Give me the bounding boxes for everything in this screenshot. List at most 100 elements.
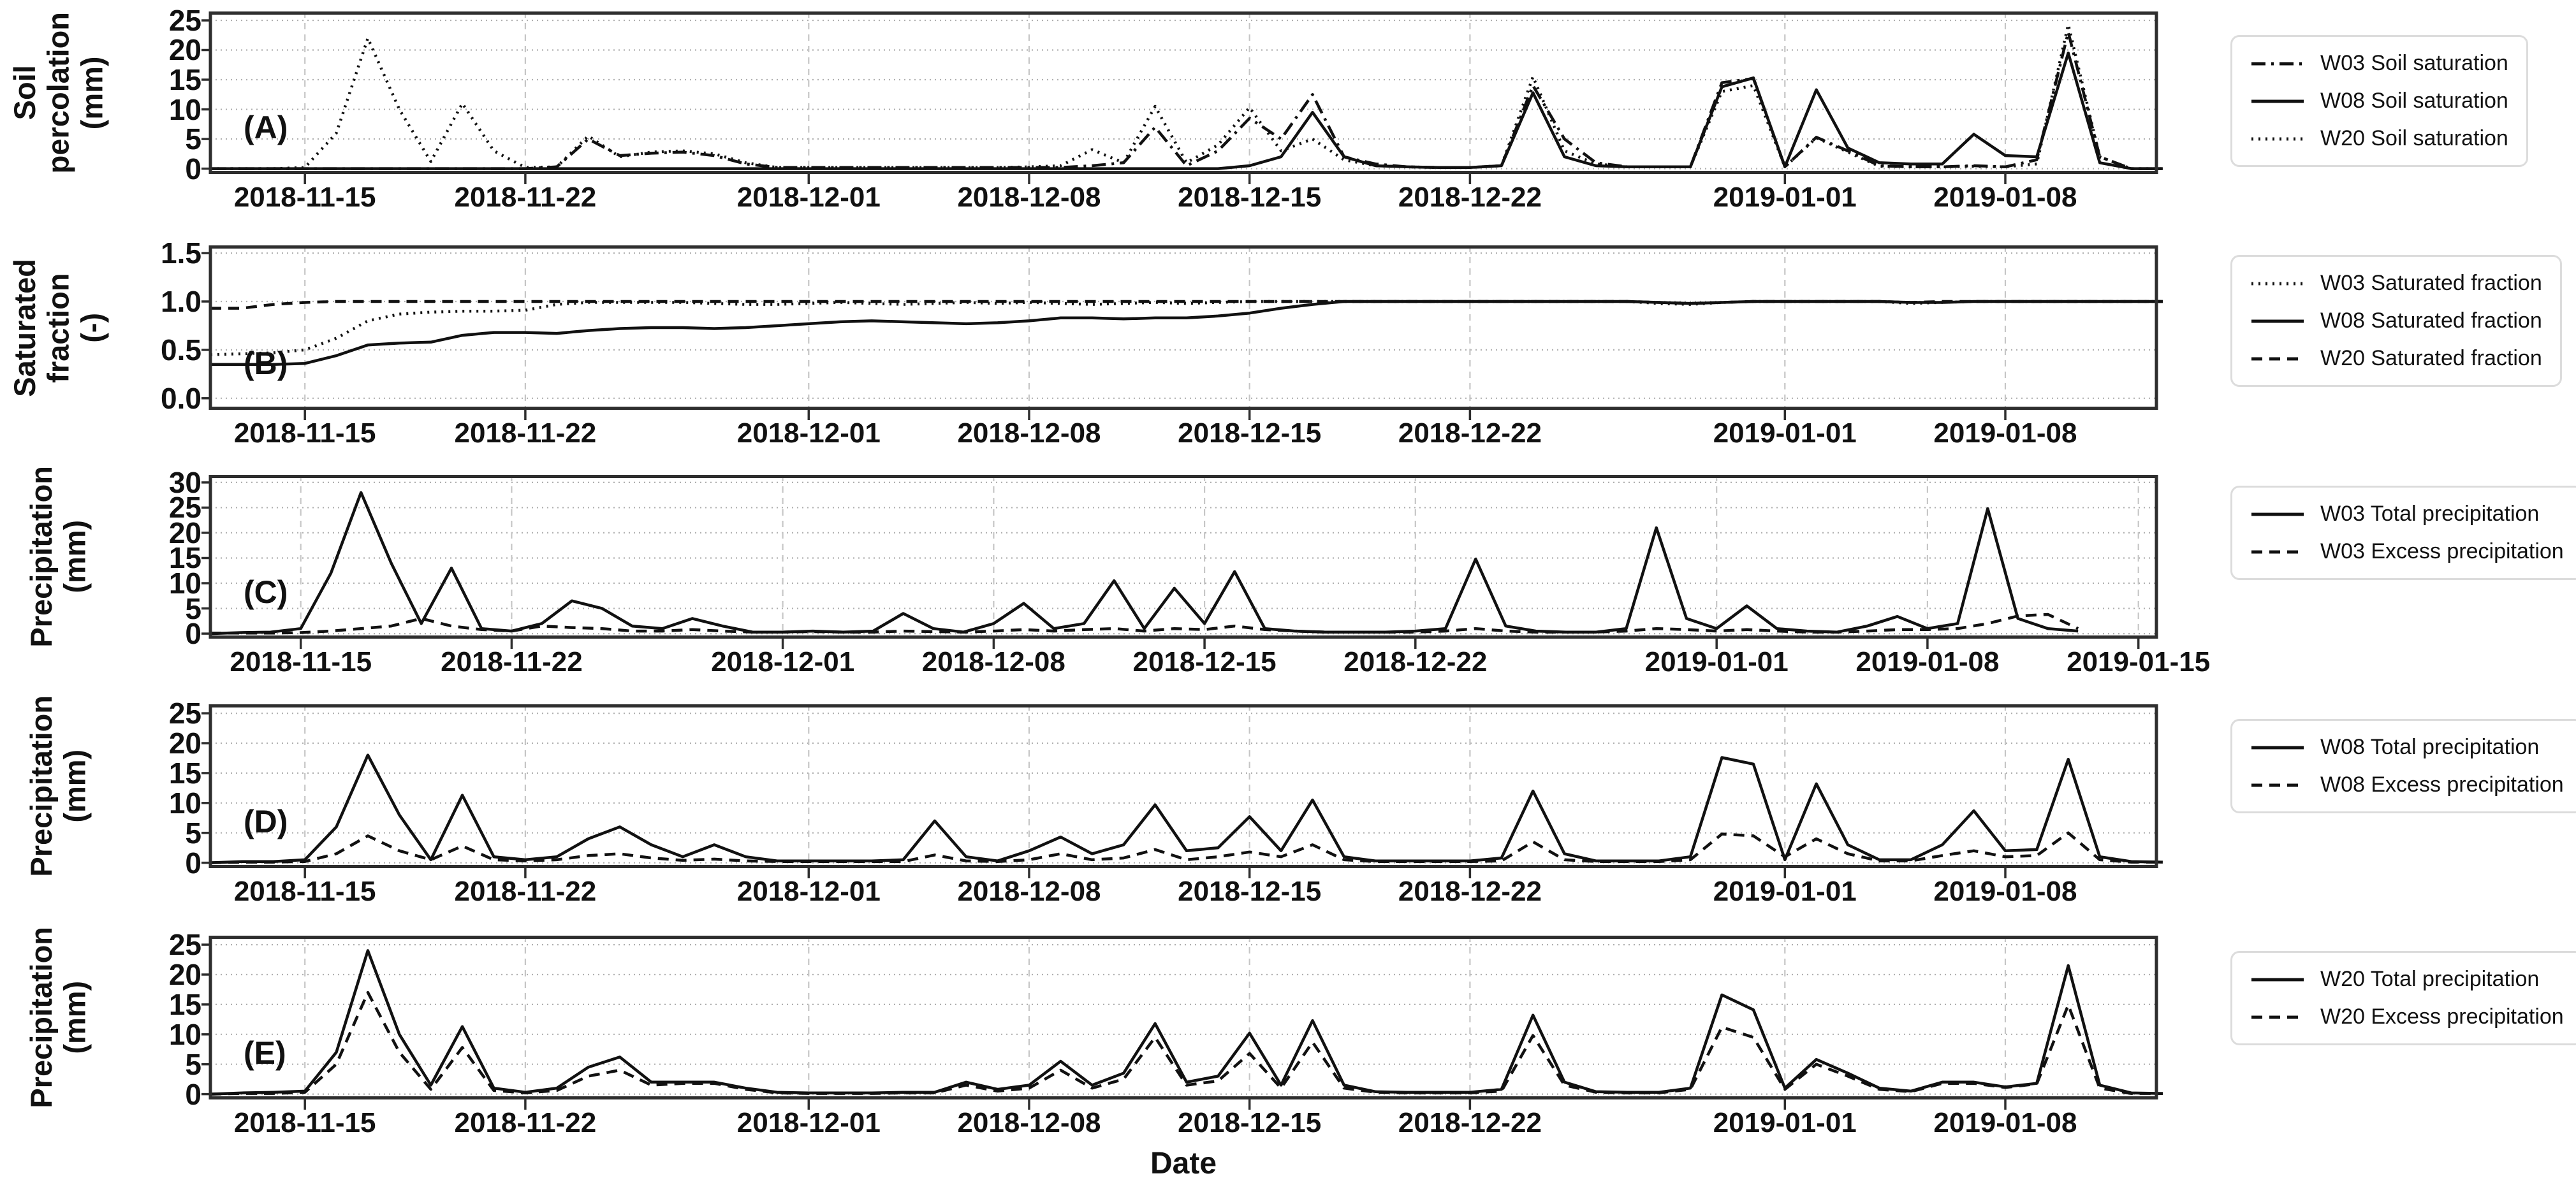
panel-d-y-tick-label: 20 (168, 726, 201, 760)
legend-panel-e: W20 Total precipitation W20 Excess precip… (2230, 951, 2576, 1045)
panel-e-x-tick-label: 2018-12-08 (957, 1107, 1101, 1138)
panel-b-x-tick-label: 2019-01-08 (1933, 417, 2077, 449)
series-line-w03-saturated-fraction (210, 300, 2163, 356)
legend-label: W03 Saturated fraction (2320, 271, 2542, 295)
panel-b-plot (201, 245, 2163, 420)
series-line-w20-total-precipitation (210, 949, 2163, 1096)
legend-label: W08 Total precipitation (2320, 735, 2540, 759)
panel-c-x-tick-label: 2018-12-15 (1132, 646, 1277, 678)
panel-c-y-tick-label: 30 (168, 465, 201, 499)
legend-label: W03 Soil saturation (2320, 51, 2508, 75)
panel-e-y-tick-label: 25 (168, 928, 201, 962)
legend-panel-a: W03 Soil saturation W08 Soil saturation W2… (2230, 35, 2528, 167)
legend-panel-d: W08 Total precipitation W08 Excess precip… (2230, 719, 2576, 813)
legend-label: W08 Saturated fraction (2320, 308, 2542, 333)
panel-d-y-tick-label: 15 (168, 756, 201, 790)
panel-c-x-tick-label: 2018-12-01 (711, 646, 855, 678)
legend-label: W20 Saturated fraction (2320, 346, 2542, 370)
panel-b-x-tick-label: 2018-11-22 (454, 417, 597, 449)
panel-e-x-tick-label: 2018-12-22 (1398, 1107, 1542, 1138)
legend-label: W08 Soil saturation (2320, 89, 2508, 113)
legend-item-w03-excess-precipitation: W03 Excess precipitation (2250, 539, 2564, 564)
panel-c-y-tick-label: 0 (185, 617, 201, 651)
panel-c-x-tick-label: 2019-01-08 (1855, 646, 2000, 678)
panel-d-border (209, 704, 2158, 868)
series-line-w20-excess-precipitation (210, 990, 2163, 1096)
panel-e-y-tick-label: 10 (168, 1017, 201, 1051)
panel-d-x-tick-label: 2018-12-01 (736, 876, 881, 907)
legend-line-sample-dashed (2251, 357, 2304, 360)
panel-c-x-tick-label: 2018-12-22 (1343, 646, 1488, 678)
panel-c-x-tick-label: 2019-01-15 (2067, 646, 2211, 678)
panel-b-label: (B) (244, 345, 288, 381)
panel-c-border (209, 475, 2158, 639)
panel-c-x-tick-label: 2018-12-08 (921, 646, 1065, 678)
panel-a-x-tick-label: 2018-11-22 (454, 182, 597, 213)
panel-d-y-axis-title: Precipitation (mm) (24, 695, 92, 877)
legend-panel-b: W03 Saturated fraction W08 Saturated frac… (2230, 255, 2562, 387)
panel-e-border (209, 936, 2158, 1099)
panel-c-x-tick-label: 2019-01-01 (1644, 646, 1789, 678)
legend-line-sample-solid (2251, 512, 2304, 516)
panel-b-y-axis-title: Saturated fraction (-) (8, 258, 109, 397)
panel-b-x-tick-label: 2018-11-15 (233, 417, 376, 449)
panel-d-y-tick-label: 0 (185, 846, 201, 880)
legend-item-w20-excess-precipitation: W20 Excess precipitation (2250, 1005, 2564, 1029)
legend-label: W08 Excess precipitation (2320, 773, 2564, 797)
legend-label: W03 Excess precipitation (2320, 539, 2564, 563)
panel-e-plot (201, 936, 2163, 1110)
legend-line-sample-solid (2251, 978, 2304, 981)
panel-e-y-tick-label: 15 (168, 987, 201, 1021)
legend-item-w20-saturated-fraction: W20 Saturated fraction (2250, 346, 2542, 371)
legend-label: W20 Soil saturation (2320, 126, 2508, 150)
panel-b-x-tick-label: 2018-12-01 (736, 417, 881, 449)
panel-e-y-tick-label: 0 (185, 1077, 201, 1111)
panel-d-x-tick-label: 2018-11-15 (233, 876, 376, 907)
series-line-w08-total-precipitation (210, 753, 2163, 864)
panel-a-x-tick-label: 2019-01-08 (1933, 182, 2077, 213)
panel-b-x-tick-label: 2019-01-01 (1713, 417, 1857, 449)
panel-a-x-tick-label: 2018-12-08 (957, 182, 1101, 213)
series-line-w20-soil-saturation (210, 23, 2163, 170)
panel-d-label: (D) (244, 804, 288, 839)
legend-item-w20-soil-saturation: W20 Soil saturation (2250, 126, 2508, 151)
panel-d-x-tick-label: 2018-12-15 (1178, 876, 1322, 907)
series-line-w03-soil-saturation (210, 31, 2163, 170)
legend-line-sample-solid (2251, 746, 2304, 749)
panel-b-y-tick-label: 0.5 (161, 333, 201, 366)
series-line-w03-excess-precipitation (210, 613, 2079, 635)
legend-item-w08-soil-saturation: W08 Soil saturation (2250, 89, 2508, 113)
panel-e-x-tick-label: 2018-11-22 (454, 1107, 597, 1138)
panel-e-y-tick-label: 5 (185, 1047, 201, 1081)
panel-a-y-tick-label: 5 (185, 122, 201, 156)
panel-a-x-tick-label: 2018-12-22 (1398, 182, 1542, 213)
panel-b-x-tick-label: 2018-12-22 (1398, 417, 1542, 449)
legend-line-sample-dashed (2251, 550, 2304, 553)
panel-c-x-tick-label: 2018-11-15 (230, 646, 372, 678)
panel-d-x-tick-label: 2019-01-01 (1713, 876, 1857, 907)
panel-e-y-axis-title: Precipitation (mm) (24, 927, 92, 1108)
legend-item-w08-total-precipitation: W08 Total precipitation (2250, 735, 2564, 760)
panel-a-y-tick-label: 20 (168, 33, 201, 67)
series-line-w08-excess-precipitation (210, 831, 2163, 864)
panel-a-y-tick-label: 25 (168, 3, 201, 37)
legend-line-sample-dashed (2251, 1015, 2304, 1019)
legend-line-sample-dotted (2251, 137, 2304, 140)
panel-b-y-tick-label: 1.0 (161, 285, 201, 319)
panel-c-y-tick-label: 15 (168, 541, 201, 575)
panel-c-y-axis-title: Precipitation (mm) (24, 466, 92, 648)
panel-b-x-tick-label: 2018-12-15 (1178, 417, 1322, 449)
series-line-w08-soil-saturation (210, 51, 2163, 170)
legend-line-sample-solid (2251, 319, 2304, 323)
legend-label: W20 Total precipitation (2320, 967, 2540, 991)
panel-a-x-tick-label: 2019-01-01 (1713, 182, 1857, 213)
panel-a-x-tick-label: 2018-12-15 (1178, 182, 1322, 213)
panel-e-x-tick-label: 2018-11-15 (233, 1107, 376, 1138)
panel-c-y-tick-label: 5 (185, 591, 201, 625)
legend-line-sample-solid (2251, 99, 2304, 103)
panel-e-label: (E) (244, 1035, 286, 1071)
panel-a-x-tick-label: 2018-11-15 (233, 182, 376, 213)
panel-b-x-tick-label: 2018-12-08 (957, 417, 1101, 449)
legend-item-w03-total-precipitation: W03 Total precipitation (2250, 502, 2564, 526)
